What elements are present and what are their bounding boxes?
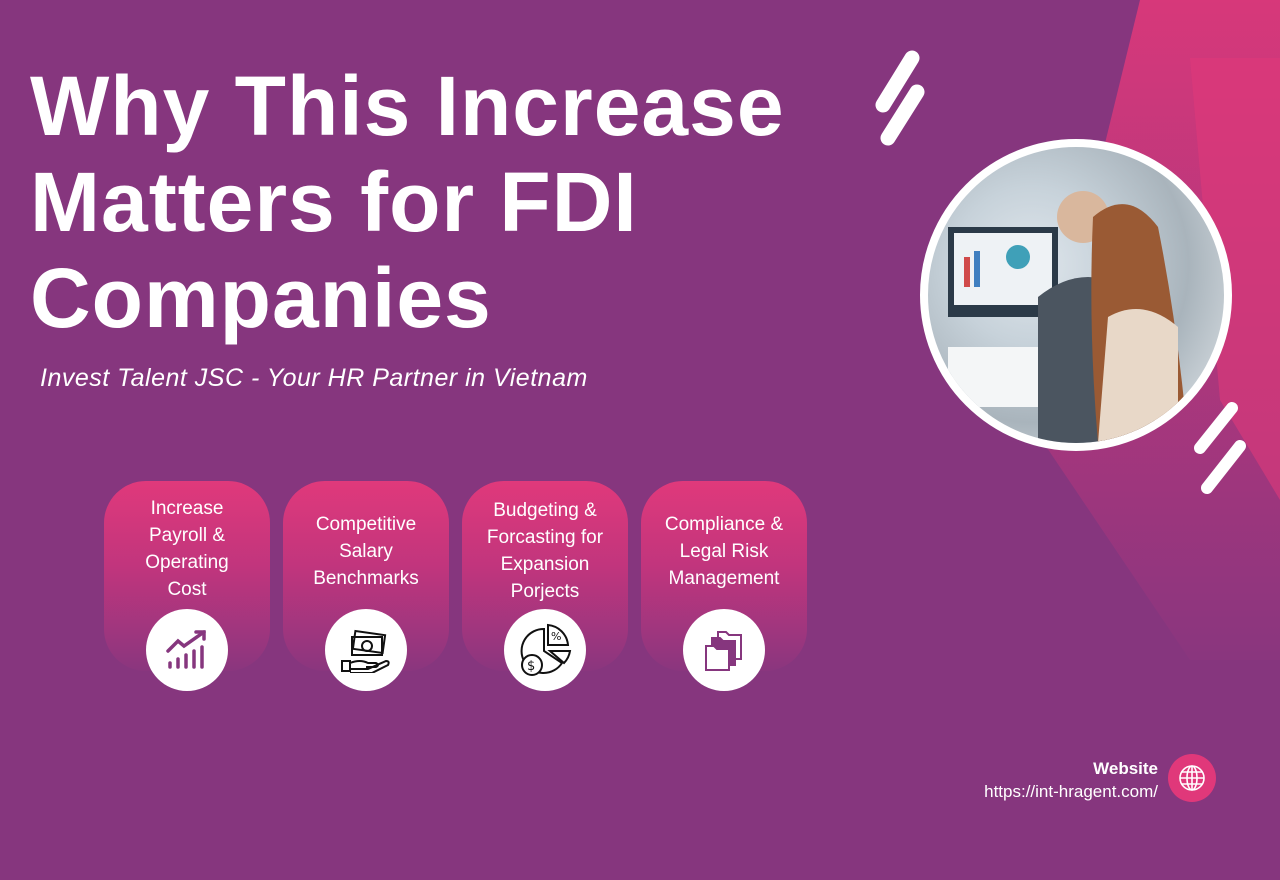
photo-illustration [948,191,1188,443]
card-label: Competitive Salary Benchmarks [313,514,419,589]
folders-icon [683,609,765,691]
website-block: Website https://int-hragent.com/ [984,757,1158,803]
globe-icon[interactable] [1168,754,1216,802]
team-photo [920,139,1232,451]
card-label: Increase Payroll & Operating Cost [145,498,229,600]
title-line-1: Why This Increase [30,59,785,153]
money-hand-icon [325,609,407,691]
slash-marks-top [875,50,925,146]
pink-band-inner [1190,58,1280,500]
card-budgeting: Budgeting & Forcasting for Expansion Por… [462,481,628,691]
pie-chart-dollar-icon: $ % [504,609,586,691]
card-salary: Competitive Salary Benchmarks [283,481,449,691]
website-url[interactable]: https://int-hragent.com/ [984,782,1158,801]
svg-text:%: % [551,630,561,643]
card-compliance: Compliance & Legal Risk Management [641,481,807,691]
card-payroll: Increase Payroll & Operating Cost [104,481,270,691]
website-label: Website [1093,759,1158,778]
svg-text:$: $ [527,659,535,674]
subtitle: Invest Talent JSC - Your HR Partner in V… [40,364,588,392]
slash-accent [646,75,676,109]
growth-chart-icon [146,609,228,691]
page-title: Why This Increase Matters for FDI Compan… [30,58,785,346]
card-label: Budgeting & Forcasting for Expansion Por… [486,500,604,602]
title-line-2: Matters for FDI [30,155,638,249]
title-line-3: Companies [30,251,492,345]
card-label: Compliance & Legal Risk Management [664,514,784,589]
slash-marks-bottom [1194,402,1246,494]
